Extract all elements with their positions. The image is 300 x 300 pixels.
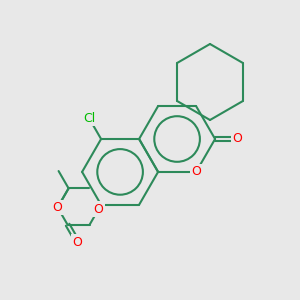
Text: O: O	[53, 201, 62, 214]
Text: O: O	[232, 133, 242, 146]
Text: O: O	[73, 236, 82, 249]
Text: O: O	[94, 202, 103, 216]
Text: O: O	[191, 165, 201, 178]
Text: Cl: Cl	[83, 112, 95, 125]
